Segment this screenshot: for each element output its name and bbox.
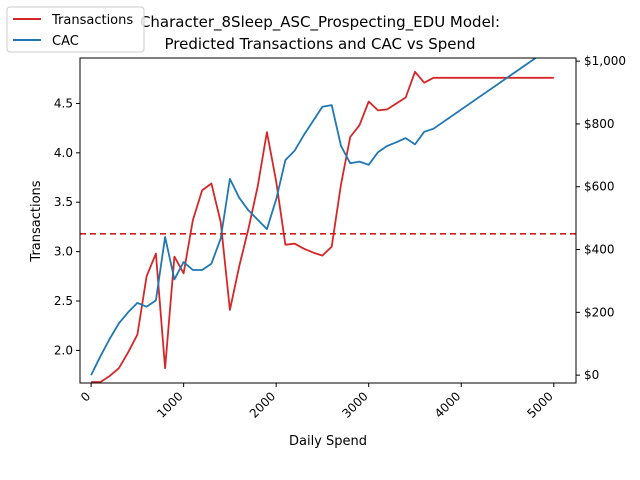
- chart-title-line-2: Predicted Transactions and CAC vs Spend: [164, 35, 475, 53]
- y-right-tick-label: $1,000: [584, 54, 626, 68]
- series-line-cac: [90, 58, 538, 376]
- y-right-tick-label: $200: [584, 305, 615, 319]
- y-left-tick-label: 2.0: [54, 343, 73, 357]
- legend: Transactions CAC: [6, 6, 145, 53]
- y-right-tick-label: $0: [584, 368, 599, 382]
- x-axis-label: Daily Spend: [289, 434, 367, 449]
- legend-label-transactions: Transactions: [51, 13, 133, 28]
- legend-box: [6, 6, 145, 53]
- legend-label-cac: CAC: [52, 34, 79, 49]
- y-left-tick-label: 2.5: [54, 294, 73, 308]
- y-axis-label-left: Transactions: [29, 180, 44, 262]
- y-left-tick-label: 4.0: [54, 146, 73, 160]
- chart-title-line-1: Character_8Sleep_ASC_Prospecting_EDU Mod…: [140, 13, 500, 32]
- y-left-tick-label: 3.0: [54, 245, 73, 259]
- y-left-tick-label: 4.5: [54, 96, 73, 110]
- plot-frame: [79, 57, 577, 384]
- y-right-tick-label: $800: [584, 117, 615, 131]
- y-left-tick-label: 3.5: [54, 195, 73, 209]
- y-right-tick-label: $600: [584, 180, 615, 194]
- series-line-transactions: [91, 70, 554, 383]
- y-right-tick-label: $400: [584, 243, 615, 257]
